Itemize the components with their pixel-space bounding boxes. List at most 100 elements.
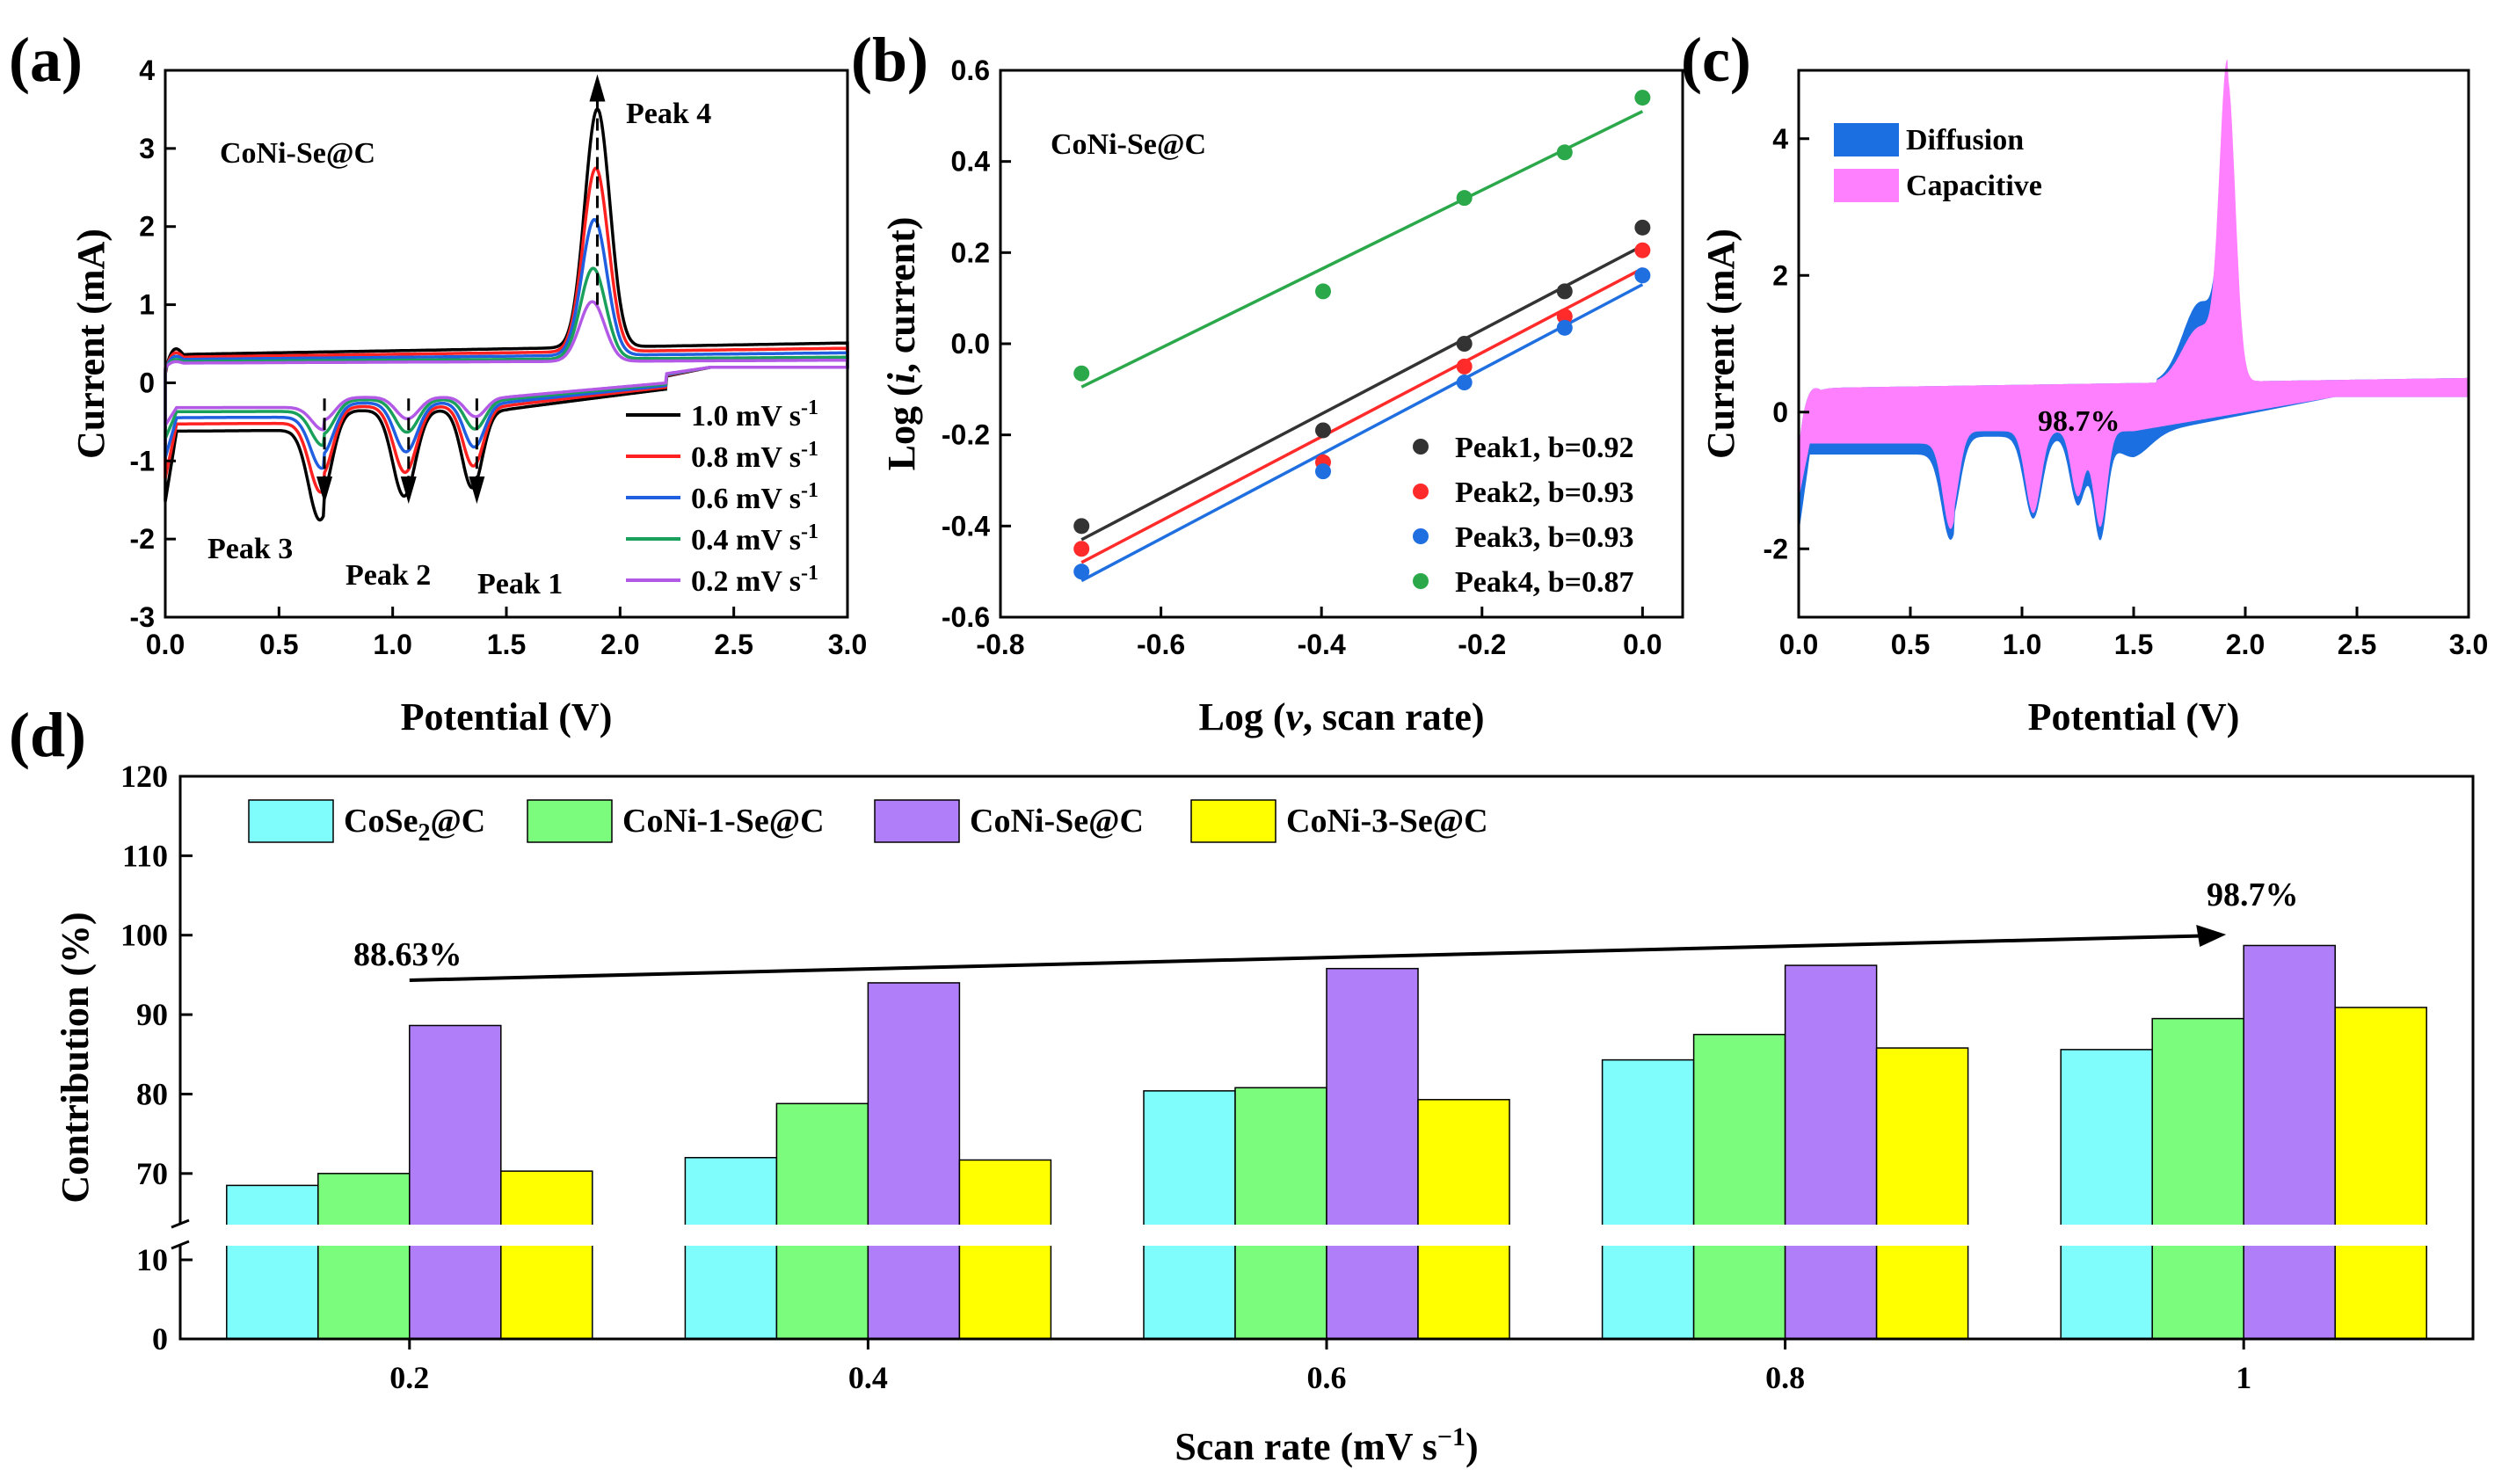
legend-swatch-d (527, 799, 613, 843)
y-tick-label-d: 100 (120, 918, 168, 953)
x-tick-label-c: 1.5 (2114, 629, 2153, 660)
data-point (1315, 422, 1332, 439)
legend-swatch-b (1413, 439, 1429, 455)
data-point (1556, 283, 1573, 300)
x-tick-label-b: -0.6 (1137, 629, 1185, 660)
bar (867, 982, 961, 1340)
y-tick-label-a: -3 (130, 601, 155, 633)
bar (500, 1170, 593, 1340)
legend-swatch-d (874, 799, 960, 843)
x-axis-title-b-post: , scan rate) (1303, 695, 1485, 738)
data-point (1556, 308, 1573, 324)
legend-label-b: Peak1, b=0.92 (1455, 432, 1634, 464)
bar (2060, 1049, 2153, 1340)
bar (1417, 1099, 1510, 1340)
legend-swatch-d (1190, 799, 1276, 843)
legend-label-c: Capacitive (1906, 170, 2042, 202)
bar (317, 1173, 411, 1340)
x-tick-label-c: 0.5 (1891, 629, 1930, 660)
x-tick-label-b: -0.2 (1458, 629, 1506, 660)
y-tick-label-c: -2 (1764, 533, 1788, 564)
data-point (1456, 375, 1473, 391)
cathodic-arrowhead-1 (316, 476, 333, 505)
legend-swatch-c (1834, 123, 1899, 156)
x-axis-title-d-main: Scan rate (mV s (1175, 1425, 1437, 1468)
legend-label-a: 0.8 mV s-1 (691, 438, 818, 474)
peak-arrows (316, 74, 606, 505)
y-axis-title-d: Contribution (%) (54, 912, 97, 1203)
x-axis-title-b-var: v (1285, 695, 1303, 738)
panel-label-d: (d) (9, 700, 86, 770)
peak4-arrowhead (589, 74, 606, 102)
y-tick-label-d: 0 (152, 1321, 168, 1357)
data-point (1456, 190, 1473, 207)
y-axis-title-c: Current (mA) (1699, 229, 1742, 459)
x-tick-label-a: 0.0 (146, 629, 185, 660)
y-tick-label-a: 4 (139, 55, 155, 86)
data-point (1556, 144, 1573, 161)
y-tick-label-b: -0.4 (942, 510, 990, 542)
bar (409, 1024, 502, 1340)
legend-d: CoSe2@C CoNi-1-Se@C CoNi-Se@C CoNi-3-Se@C (248, 799, 1488, 847)
y-tick-label-b: 0.2 (951, 236, 990, 268)
contribution-areas (1799, 59, 2469, 541)
x-tick-label-c: 2.0 (2226, 629, 2265, 660)
bars (226, 944, 2427, 1340)
y-tick-label-a: 3 (139, 133, 155, 164)
data-point (1315, 463, 1332, 480)
y-tick-label-a: -1 (130, 445, 155, 476)
bar (1601, 1058, 1695, 1340)
diffusion-area (1799, 143, 2469, 541)
legend-swatch-c (1834, 169, 1899, 202)
x-tick-label-b: -0.8 (976, 629, 1024, 660)
x-tick-label-d: 0.8 (1765, 1360, 1805, 1395)
percent-annotation-c: 98.7% (2038, 405, 2120, 438)
y-tick-label-d: 80 (136, 1076, 168, 1111)
sample-label-a: CoNi-Se@C (220, 137, 375, 170)
legend-c: Diffusion Capacitive (1834, 123, 2042, 202)
bar (1784, 964, 1878, 1340)
y-axis-title-a: Current (mA) (69, 229, 113, 459)
x-tick-label-d: 0.6 (1307, 1360, 1347, 1395)
y-tick-label-c: 4 (1772, 123, 1788, 155)
x-axis-title-d: Scan rate (mV s−1) (1175, 1422, 1478, 1468)
axis-break-mark (171, 1218, 190, 1229)
data-point (1456, 336, 1473, 352)
y-tick-label-d: 90 (136, 997, 168, 1032)
bar (2151, 1017, 2244, 1340)
fit-lines (1080, 110, 1644, 583)
cathodic-arrowhead-3 (469, 476, 485, 505)
axis-break-band (175, 1225, 2450, 1246)
x-axis-title-b: Log (v, scan rate) (1198, 695, 1484, 738)
legend-label-a: 0.4 mV s-1 (691, 520, 818, 556)
x-tick-label-d: 0.4 (848, 1360, 888, 1395)
peak3-label: Peak 3 (207, 533, 293, 565)
legend-a: 1.0 mV s-1 0.8 mV s-1 0.6 mV s-1 0.4 mV s-1… (626, 396, 818, 598)
data-point (1634, 90, 1651, 106)
y-axis-title-b-pre: Log ( (880, 383, 923, 470)
data-point (1634, 267, 1651, 284)
annotation-start: 88.63% (353, 936, 462, 973)
panel-label-a: (a) (9, 25, 83, 95)
legend-swatch-b (1413, 573, 1429, 589)
x-tick-label-d: 0.2 (389, 1360, 429, 1395)
scatter-points (1073, 90, 1651, 580)
x-tick-label-b: 0.0 (1623, 629, 1662, 660)
y-axis-title-b-post: , current) (880, 217, 923, 374)
legend-label-c: Diffusion (1906, 124, 2024, 156)
annotation-end: 98.7% (2207, 877, 2299, 913)
fit-line-2 (1080, 266, 1644, 564)
y-tick-label-b: 0.4 (951, 146, 991, 178)
data-point (1634, 242, 1651, 258)
data-point (1315, 283, 1332, 300)
y-tick-label-d: 120 (120, 759, 168, 794)
legend-swatch-b (1413, 528, 1429, 544)
y-tick-label-b: -0.6 (942, 601, 990, 633)
x-tick-label-a: 0.5 (259, 629, 298, 660)
bar (958, 1159, 1052, 1340)
x-tick-label-a: 2.0 (600, 629, 639, 660)
y-tick-label-b: 0.0 (951, 328, 990, 360)
legend-label-a: 0.6 mV s-1 (691, 479, 818, 515)
legend-label-b: Peak4, b=0.87 (1455, 566, 1634, 599)
